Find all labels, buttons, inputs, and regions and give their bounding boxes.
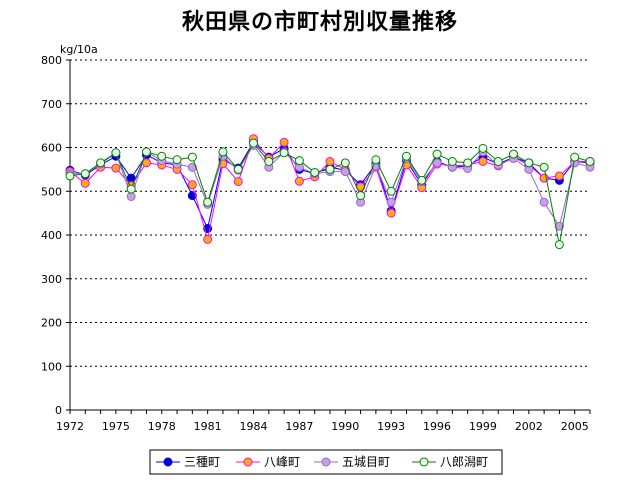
data-point — [187, 162, 197, 172]
data-point — [279, 148, 289, 158]
y-tick-label: 200 — [41, 317, 62, 330]
data-point — [386, 197, 396, 207]
data-point — [554, 171, 564, 181]
data-point — [447, 157, 457, 166]
grid-lines — [70, 59, 590, 367]
x-tick-label: 1987 — [285, 420, 313, 433]
x-tick-label: 1981 — [194, 420, 222, 433]
y-tick-label: 500 — [41, 185, 62, 198]
data-point — [96, 158, 106, 168]
data-point — [111, 163, 121, 173]
data-point — [80, 169, 90, 179]
y-tick-label: 100 — [41, 360, 62, 373]
data-point — [126, 192, 136, 201]
x-tick-label: 2002 — [515, 420, 543, 433]
data-point — [570, 152, 580, 162]
axes — [66, 59, 591, 414]
data-point — [509, 149, 519, 159]
data-point — [264, 157, 274, 166]
legend-label: 三種町 — [184, 455, 220, 469]
data-point — [233, 177, 243, 187]
legend-swatch-marker — [243, 457, 253, 467]
data-point — [141, 147, 151, 157]
y-tick-label: 800 — [41, 54, 62, 67]
data-point — [80, 178, 90, 188]
data-point — [279, 137, 289, 147]
y-tick-label: 600 — [41, 142, 62, 155]
data-point — [249, 138, 259, 148]
data-point — [478, 157, 488, 166]
data-point — [554, 240, 564, 250]
data-point — [478, 143, 488, 153]
x-tick-label: 1975 — [102, 420, 130, 433]
data-point — [493, 157, 503, 166]
data-point — [218, 147, 228, 157]
x-tick-label: 1978 — [148, 420, 176, 433]
data-point — [294, 176, 304, 186]
data-point — [294, 156, 304, 166]
legend-swatch-marker — [321, 457, 331, 467]
data-point — [463, 158, 473, 168]
data-point — [340, 158, 350, 168]
data-point — [539, 162, 549, 172]
legend-label: 五城目町 — [342, 455, 390, 469]
data-point — [187, 191, 197, 201]
data-point — [386, 208, 396, 218]
data-point — [401, 151, 411, 161]
data-point — [126, 184, 136, 194]
data-point — [371, 155, 381, 165]
data-point — [187, 180, 197, 190]
data-point — [172, 155, 182, 165]
data-point — [65, 171, 75, 181]
y-axis-label: kg/10a — [60, 43, 98, 56]
data-point — [585, 157, 595, 166]
series-4 — [65, 138, 595, 250]
data-point — [310, 167, 320, 177]
data-point — [539, 197, 549, 207]
x-tick-label: 1990 — [331, 420, 359, 433]
data-point — [432, 149, 442, 159]
x-tick-label: 1984 — [240, 420, 268, 433]
x-tick-label: 1999 — [469, 420, 497, 433]
x-tick-label: 2005 — [561, 420, 589, 433]
data-point — [111, 148, 121, 158]
legend-label: 八峰町 — [264, 455, 300, 469]
legend-swatch-marker — [163, 457, 173, 467]
data-point — [157, 151, 167, 161]
data-point — [203, 234, 213, 244]
x-tick-label: 1996 — [423, 420, 451, 433]
data-point — [233, 164, 243, 174]
series-group — [65, 134, 595, 250]
legend: 三種町 八峰町 五城目町 八郎潟町 — [149, 449, 503, 475]
legend-label: 八郎潟町 — [440, 455, 488, 469]
chart-title: 秋田県の市町村別収量推移 — [181, 10, 458, 35]
data-point — [356, 191, 366, 201]
x-tick-label: 1993 — [377, 420, 405, 433]
data-point — [203, 197, 213, 207]
y-tick-label: 400 — [41, 229, 62, 242]
data-point — [417, 175, 427, 185]
data-point — [432, 158, 442, 168]
data-point — [325, 164, 335, 174]
data-point — [524, 158, 534, 168]
data-point — [325, 157, 335, 166]
x-tick-label: 1972 — [56, 420, 84, 433]
data-point — [187, 152, 197, 162]
data-point — [386, 186, 396, 196]
y-tick-label: 700 — [41, 98, 62, 111]
y-tick-label: 0 — [55, 404, 62, 417]
y-tick-label: 300 — [41, 273, 62, 286]
x-tick-labels: 1972 1975 1978 1981 1984 1987 1990 1993 1996 1999… — [56, 420, 589, 433]
legend-swatch-marker — [419, 457, 429, 467]
y-tick-labels: 0 100 200 300 400 500 600 700 800 — [41, 54, 62, 417]
